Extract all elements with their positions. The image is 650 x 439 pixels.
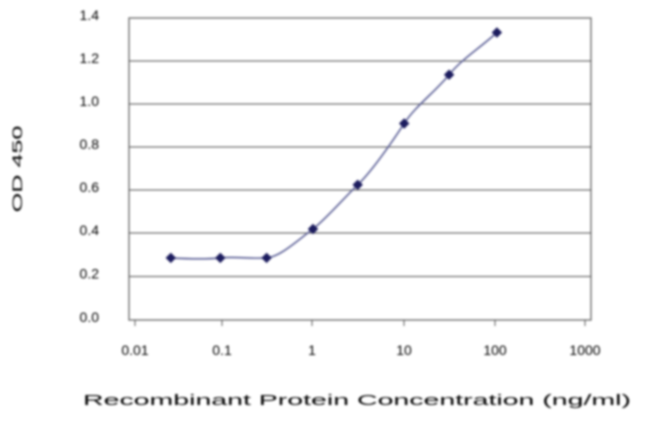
svg-text:0.4: 0.4 [80, 222, 100, 238]
svg-text:OD 450: OD 450 [10, 126, 25, 213]
svg-text:1.0: 1.0 [80, 93, 100, 109]
svg-text:0.01: 0.01 [121, 342, 148, 358]
svg-text:Recombinant Protein Concentrat: Recombinant Protein Concentration (ng/ml… [83, 391, 631, 408]
svg-text:0.2: 0.2 [80, 266, 100, 282]
svg-text:1000: 1000 [569, 342, 600, 358]
svg-text:1.4: 1.4 [80, 7, 100, 23]
svg-text:10: 10 [396, 342, 412, 358]
svg-text:0.6: 0.6 [80, 179, 100, 195]
svg-text:1: 1 [308, 342, 316, 358]
svg-text:0.1: 0.1 [212, 342, 232, 358]
svg-text:100: 100 [483, 342, 507, 358]
svg-text:0.0: 0.0 [80, 309, 100, 325]
svg-text:1.2: 1.2 [80, 50, 100, 66]
svg-text:0.8: 0.8 [80, 136, 100, 152]
